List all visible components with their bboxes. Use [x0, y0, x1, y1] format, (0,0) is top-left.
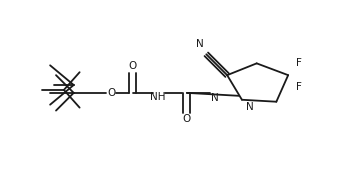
Text: N: N — [246, 102, 253, 112]
Text: F: F — [296, 58, 302, 68]
Text: O: O — [129, 61, 137, 71]
Text: N: N — [211, 93, 218, 103]
Text: O: O — [107, 88, 115, 98]
Text: F: F — [296, 82, 302, 92]
Text: N: N — [195, 39, 203, 49]
Text: NH: NH — [150, 92, 165, 102]
Text: O: O — [183, 114, 191, 124]
